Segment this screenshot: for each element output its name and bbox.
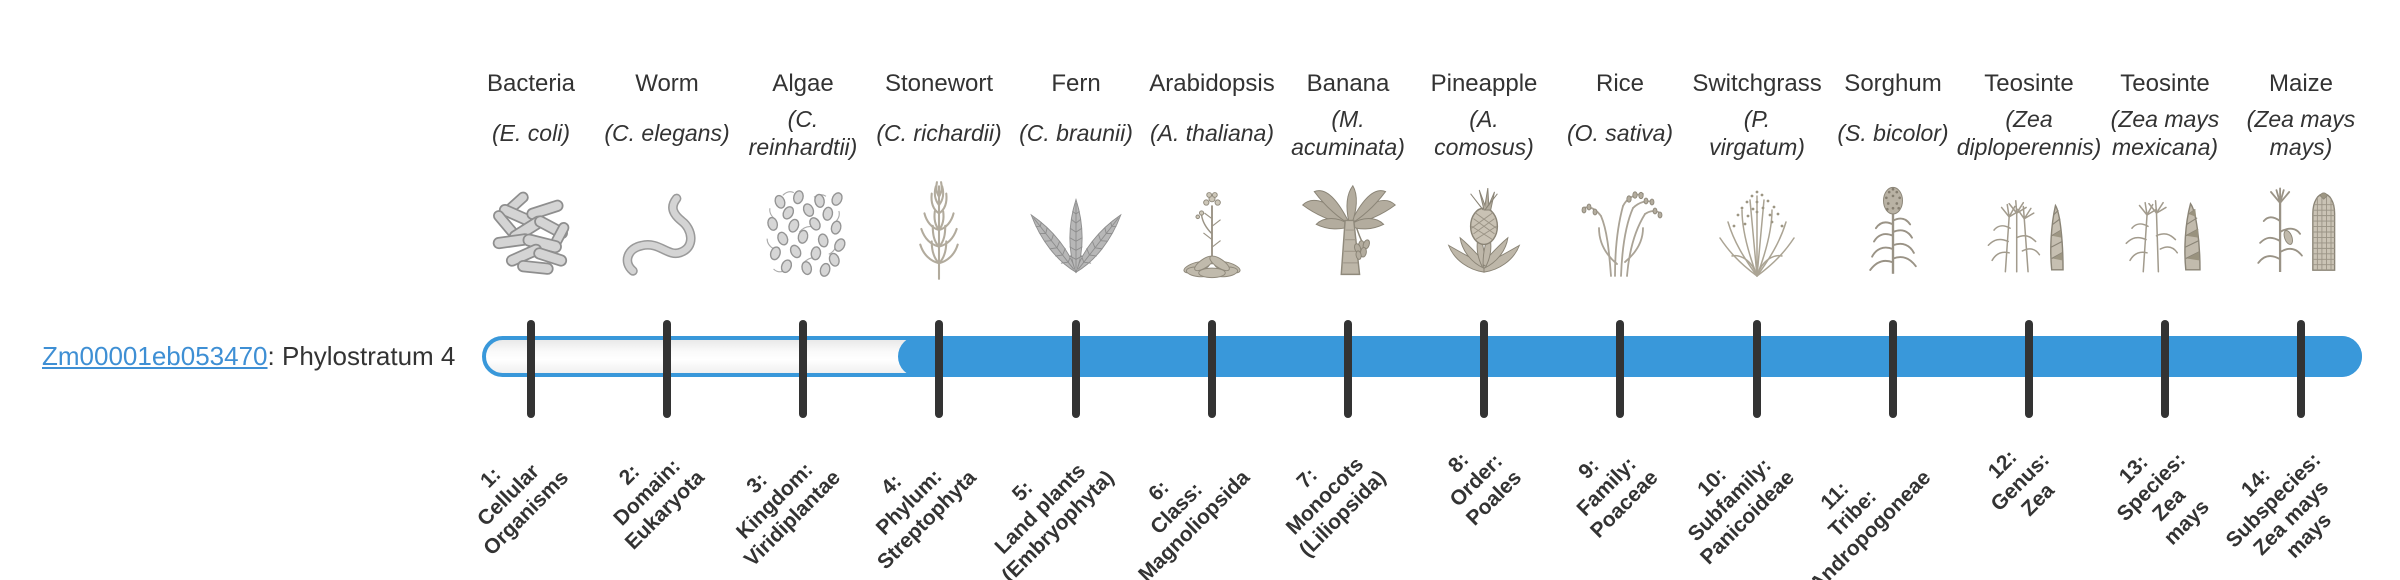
organism-name: Teosinte xyxy=(2120,70,2210,97)
organism-species: (P. virgatum) xyxy=(1709,106,1805,160)
organism-species: (M. acuminata) xyxy=(1291,106,1405,160)
organism-species: (O. sativa) xyxy=(1566,120,1674,146)
arabidopsis-icon xyxy=(1147,172,1277,282)
phylostratum-tick xyxy=(799,320,807,418)
phylostratum-tick xyxy=(935,320,943,418)
organism-species: (C. reinhardtii) xyxy=(748,106,858,160)
phylostratum-label: 9: Family: Poaceae xyxy=(1572,452,1663,543)
phylostratum-tick xyxy=(527,320,535,418)
phylostratum-tick xyxy=(1480,320,1488,418)
phylostratum-tick xyxy=(1753,320,1761,418)
phylostratum-tick xyxy=(1208,320,1216,418)
phylostratum-label: 6: Class: Magnoliopsida xyxy=(1134,466,1255,580)
phylostratum-tick xyxy=(1889,320,1897,418)
organism-name: Maize xyxy=(2268,70,2334,97)
organism-name: Banana xyxy=(1306,70,1390,97)
organism-name: Rice xyxy=(1595,70,1645,97)
phylostratum-label: 4: Phylum: Streptophyta xyxy=(872,464,982,574)
phylostratum-tick xyxy=(2161,320,2169,418)
phylostratum-label: 8: Order: Poales xyxy=(1444,448,1527,531)
gene-caption: Zm00001eb053470: Phylostratum 4 xyxy=(42,341,455,372)
phylostratum-tick xyxy=(1072,320,1080,418)
organism-name: Switchgrass xyxy=(1692,70,1822,97)
fern-icon xyxy=(1011,172,1141,282)
bacteria-icon xyxy=(466,172,596,282)
organism-species: (Zea mays mays) xyxy=(2246,106,2356,160)
phylostratum-tick xyxy=(2025,320,2033,418)
organism-name: Fern xyxy=(1051,70,1101,97)
phylostratum-label: 2: Domain: Eukaryota xyxy=(609,454,710,555)
banana-icon xyxy=(1283,172,1413,282)
timeline-bar-fill xyxy=(898,336,2362,377)
phylostratum-label: 11: Tribe: Andropogoneae xyxy=(1805,466,1936,580)
organism-species: (C. richardii) xyxy=(876,120,1002,146)
switchgrass-icon xyxy=(1692,172,1822,282)
teosinte-diplo-icon xyxy=(1964,172,2094,282)
algae-icon xyxy=(738,172,868,282)
phylostratum-label: 14: Subspecies: Zea mays mays xyxy=(2221,448,2337,563)
maize-icon xyxy=(2236,172,2366,282)
organism-name: Arabidopsis xyxy=(1149,70,1275,97)
gene-link[interactable]: Zm00001eb053470 xyxy=(42,341,268,371)
organism-name: Stonewort xyxy=(884,70,994,97)
organism-species: (E. coli) xyxy=(492,120,570,146)
phylostratum-label: 13: Species: Zea mays xyxy=(2112,448,2214,550)
rice-icon xyxy=(1555,172,1685,282)
organism-name: Worm xyxy=(635,70,699,97)
phylostratum-label: 7: Monocots (Liliopsida) xyxy=(1281,452,1391,562)
phylostratum-label: 1: Cellular Organisms xyxy=(473,459,574,560)
phylostratum-tick xyxy=(2297,320,2305,418)
organism-species: (C. braunii) xyxy=(1019,120,1133,146)
sorghum-icon xyxy=(1828,172,1958,282)
phylostratum-label: 12: Genus: Zea xyxy=(1983,445,2059,521)
organism-name: Bacteria xyxy=(486,70,576,97)
organism-species: (S. bicolor) xyxy=(1837,120,1949,146)
stonewort-icon xyxy=(874,172,1004,282)
organism-name: Pineapple xyxy=(1430,70,1538,97)
phylostratum-label: 5: Land plants (Embryophyta) xyxy=(990,459,1119,580)
phylostratum-label: 3: Kingdom: Viridiplantae xyxy=(732,458,846,572)
phylostratum-tick xyxy=(1344,320,1352,418)
organism-name: Sorghum xyxy=(1844,70,1942,97)
organism-species: (A. thaliana) xyxy=(1149,120,1275,146)
gene-caption-suffix: : Phylostratum 4 xyxy=(267,341,456,371)
phylostratum-tick xyxy=(1616,320,1624,418)
organism-name: Algae xyxy=(772,70,834,97)
organism-species: (Zea mays mexicana) xyxy=(2110,106,2220,160)
pineapple-icon xyxy=(1419,172,1549,282)
phylostratum-tick xyxy=(663,320,671,418)
organism-species: (A. comosus) xyxy=(1434,106,1534,160)
teosinte-mex-icon xyxy=(2100,172,2230,282)
organism-species: (Zea diploperennis) xyxy=(1956,106,2102,160)
organism-species: (C. elegans) xyxy=(604,120,730,146)
worm-icon xyxy=(602,172,732,282)
organism-name: Teosinte xyxy=(1984,70,2074,97)
